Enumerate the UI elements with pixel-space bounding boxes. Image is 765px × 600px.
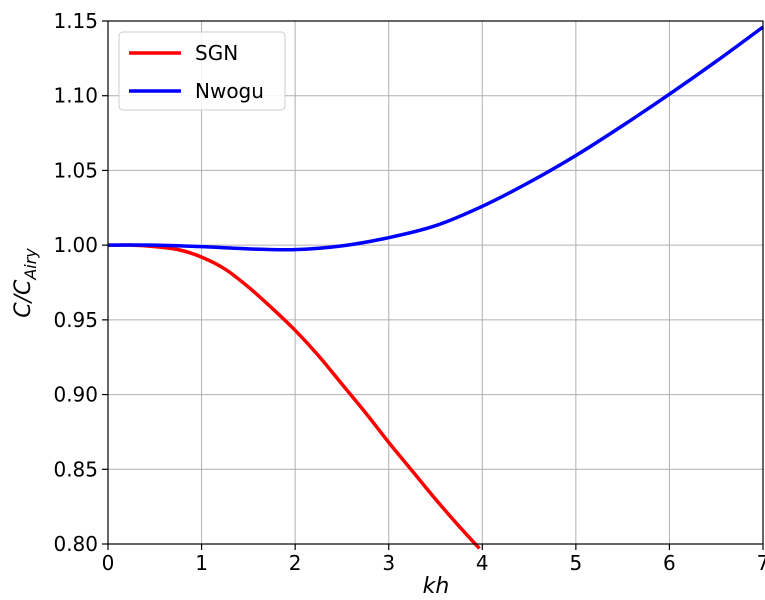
x-tick-label: 6	[663, 551, 676, 575]
y-tick-label: 1.00	[53, 233, 98, 257]
y-tick-label: 1.05	[53, 158, 98, 182]
legend-label-sgn: SGN	[195, 41, 238, 65]
x-tick-label: 4	[476, 551, 489, 575]
y-tick-label: 0.95	[53, 308, 98, 332]
series-line-nwogu	[107, 25, 765, 252]
x-tick-label: 0	[102, 551, 115, 575]
series-group	[107, 25, 765, 550]
x-tick-label: 1	[195, 551, 208, 575]
x-axis-label: kh	[423, 574, 450, 599]
y-tick-label: 1.15	[53, 9, 98, 33]
x-tick-label: 3	[382, 551, 395, 575]
y-tick-label: 0.80	[53, 532, 98, 556]
y-tick-label: 0.85	[53, 457, 98, 481]
plot-frame	[107, 20, 764, 545]
x-tick-label: 5	[569, 551, 582, 575]
series-line-sgn	[107, 243, 481, 550]
y-axis-label-main: C/C	[11, 279, 36, 318]
ticks	[102, 20, 764, 550]
legend: SGN Nwogu	[118, 31, 286, 111]
grid	[107, 20, 764, 545]
x-tick-label: 2	[289, 551, 302, 575]
x-tick-label: 7	[757, 551, 765, 575]
y-tick-label: 1.10	[53, 84, 98, 108]
y-axis-label-subscript: Airy	[21, 248, 40, 281]
tick-labels: 0 1 2 3 4 5 6 7 0.80 0.85 0.90 0.95 1.00 1.05 1.10 1.15	[53, 9, 765, 575]
legend-label-nwogu: Nwogu	[195, 79, 264, 103]
y-axis-label: C/CAiry	[11, 248, 40, 318]
y-tick-label: 0.90	[53, 383, 98, 407]
